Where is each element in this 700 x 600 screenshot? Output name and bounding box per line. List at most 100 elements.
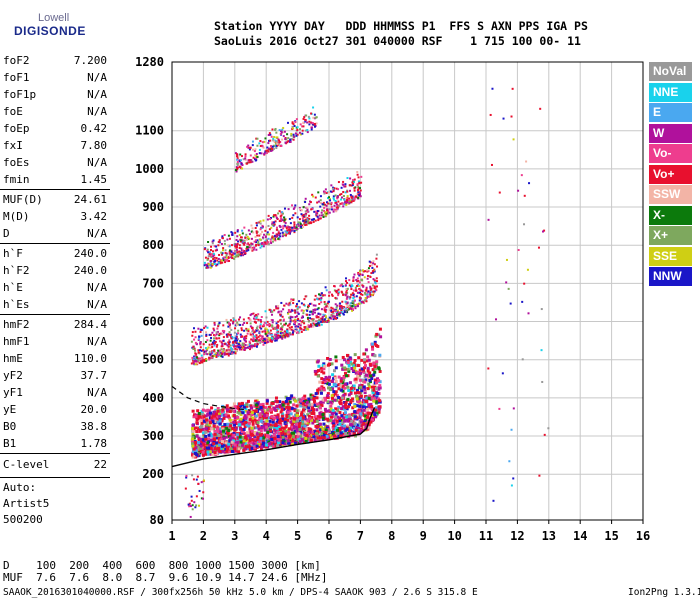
echo-point [199, 328, 202, 331]
echo-point [341, 300, 344, 303]
echo-point [193, 451, 197, 455]
echo-point [222, 259, 225, 262]
echo-point [285, 138, 288, 141]
echo-point [302, 417, 306, 421]
echo-point [194, 360, 197, 363]
echo-point [379, 335, 383, 339]
echo-point [268, 139, 271, 142]
echo-point [285, 405, 289, 409]
echo-point [255, 231, 258, 234]
echo-point [349, 193, 352, 196]
echo-point [335, 206, 338, 209]
echo-point [222, 349, 225, 352]
echo-point [288, 328, 291, 331]
echo-point [323, 364, 327, 368]
echo-point [286, 335, 289, 338]
echo-point [262, 219, 265, 222]
echo-point [194, 449, 198, 453]
echo-point [246, 431, 250, 435]
echo-point [372, 361, 376, 365]
echo-point [375, 277, 378, 280]
echo-point [222, 416, 226, 420]
echo-point [279, 322, 282, 325]
echo-point [265, 413, 269, 417]
echo-point [294, 204, 297, 207]
echo-point [335, 202, 338, 205]
echo-point [264, 341, 267, 344]
echo-point [302, 426, 306, 430]
echo-point [331, 373, 335, 377]
echo-point [327, 300, 330, 303]
echo-point [318, 293, 321, 296]
echo-point [263, 140, 266, 143]
echo-point [375, 377, 379, 381]
echo-point [206, 450, 210, 454]
echo-point [324, 320, 327, 323]
echo-point [210, 265, 213, 268]
echo-point [327, 320, 330, 323]
echo-point [290, 438, 294, 442]
echo-point [264, 310, 267, 313]
echo-point [255, 224, 258, 227]
echo-point [221, 449, 225, 453]
echo-point [225, 351, 228, 354]
echo-point [292, 299, 295, 302]
echo-point [287, 441, 291, 445]
echo-point [356, 291, 359, 294]
echo-point [332, 419, 336, 423]
echo-point [297, 306, 300, 309]
echo-point [346, 405, 350, 409]
echo-point [348, 297, 351, 300]
echo-point [302, 303, 305, 306]
echo-point [275, 228, 278, 231]
echo-point [349, 296, 352, 299]
echo-point [345, 199, 348, 202]
echo-point [223, 330, 226, 333]
echo-point [347, 403, 351, 407]
echo-point [190, 441, 194, 445]
echo-point [216, 427, 220, 431]
echo-point [333, 198, 336, 201]
echo-point [220, 341, 223, 344]
echo-point [274, 339, 277, 342]
echo-point [347, 201, 350, 204]
echo-point [324, 203, 327, 206]
param-separator [0, 243, 110, 244]
echo-point [196, 428, 200, 432]
echo-point [265, 427, 269, 431]
echo-point [263, 414, 267, 418]
param-name: yF2 [3, 369, 23, 382]
echo-point [303, 322, 306, 325]
echo-point [198, 335, 201, 338]
param-row: yF1 N/A [3, 386, 107, 402]
echo-point [273, 221, 276, 224]
echo-point [353, 197, 356, 200]
echo-point [193, 347, 196, 350]
echo-point [318, 422, 322, 426]
echo-point [217, 240, 220, 243]
echo-point [231, 435, 235, 439]
echo-point [232, 351, 235, 354]
echo-point [250, 426, 254, 430]
param-name: h`E [3, 281, 23, 294]
echo-point [248, 343, 251, 346]
echo-point [347, 308, 350, 311]
echo-point [349, 307, 352, 310]
echo-point [213, 354, 216, 357]
echo-point [358, 296, 361, 299]
echo-point [348, 284, 351, 287]
echo-point [292, 419, 296, 423]
echo-point [349, 398, 353, 402]
echo-point [233, 252, 236, 255]
echo-point [249, 314, 252, 317]
echo-point [331, 307, 334, 310]
echo-point [224, 435, 228, 439]
echo-point [303, 221, 306, 224]
echo-point [282, 405, 286, 409]
echo-point [362, 422, 366, 426]
echo-point [296, 413, 300, 417]
echo-point [358, 410, 362, 414]
echo-point [282, 212, 285, 215]
echo-point [274, 333, 277, 336]
echo-point [330, 190, 333, 193]
